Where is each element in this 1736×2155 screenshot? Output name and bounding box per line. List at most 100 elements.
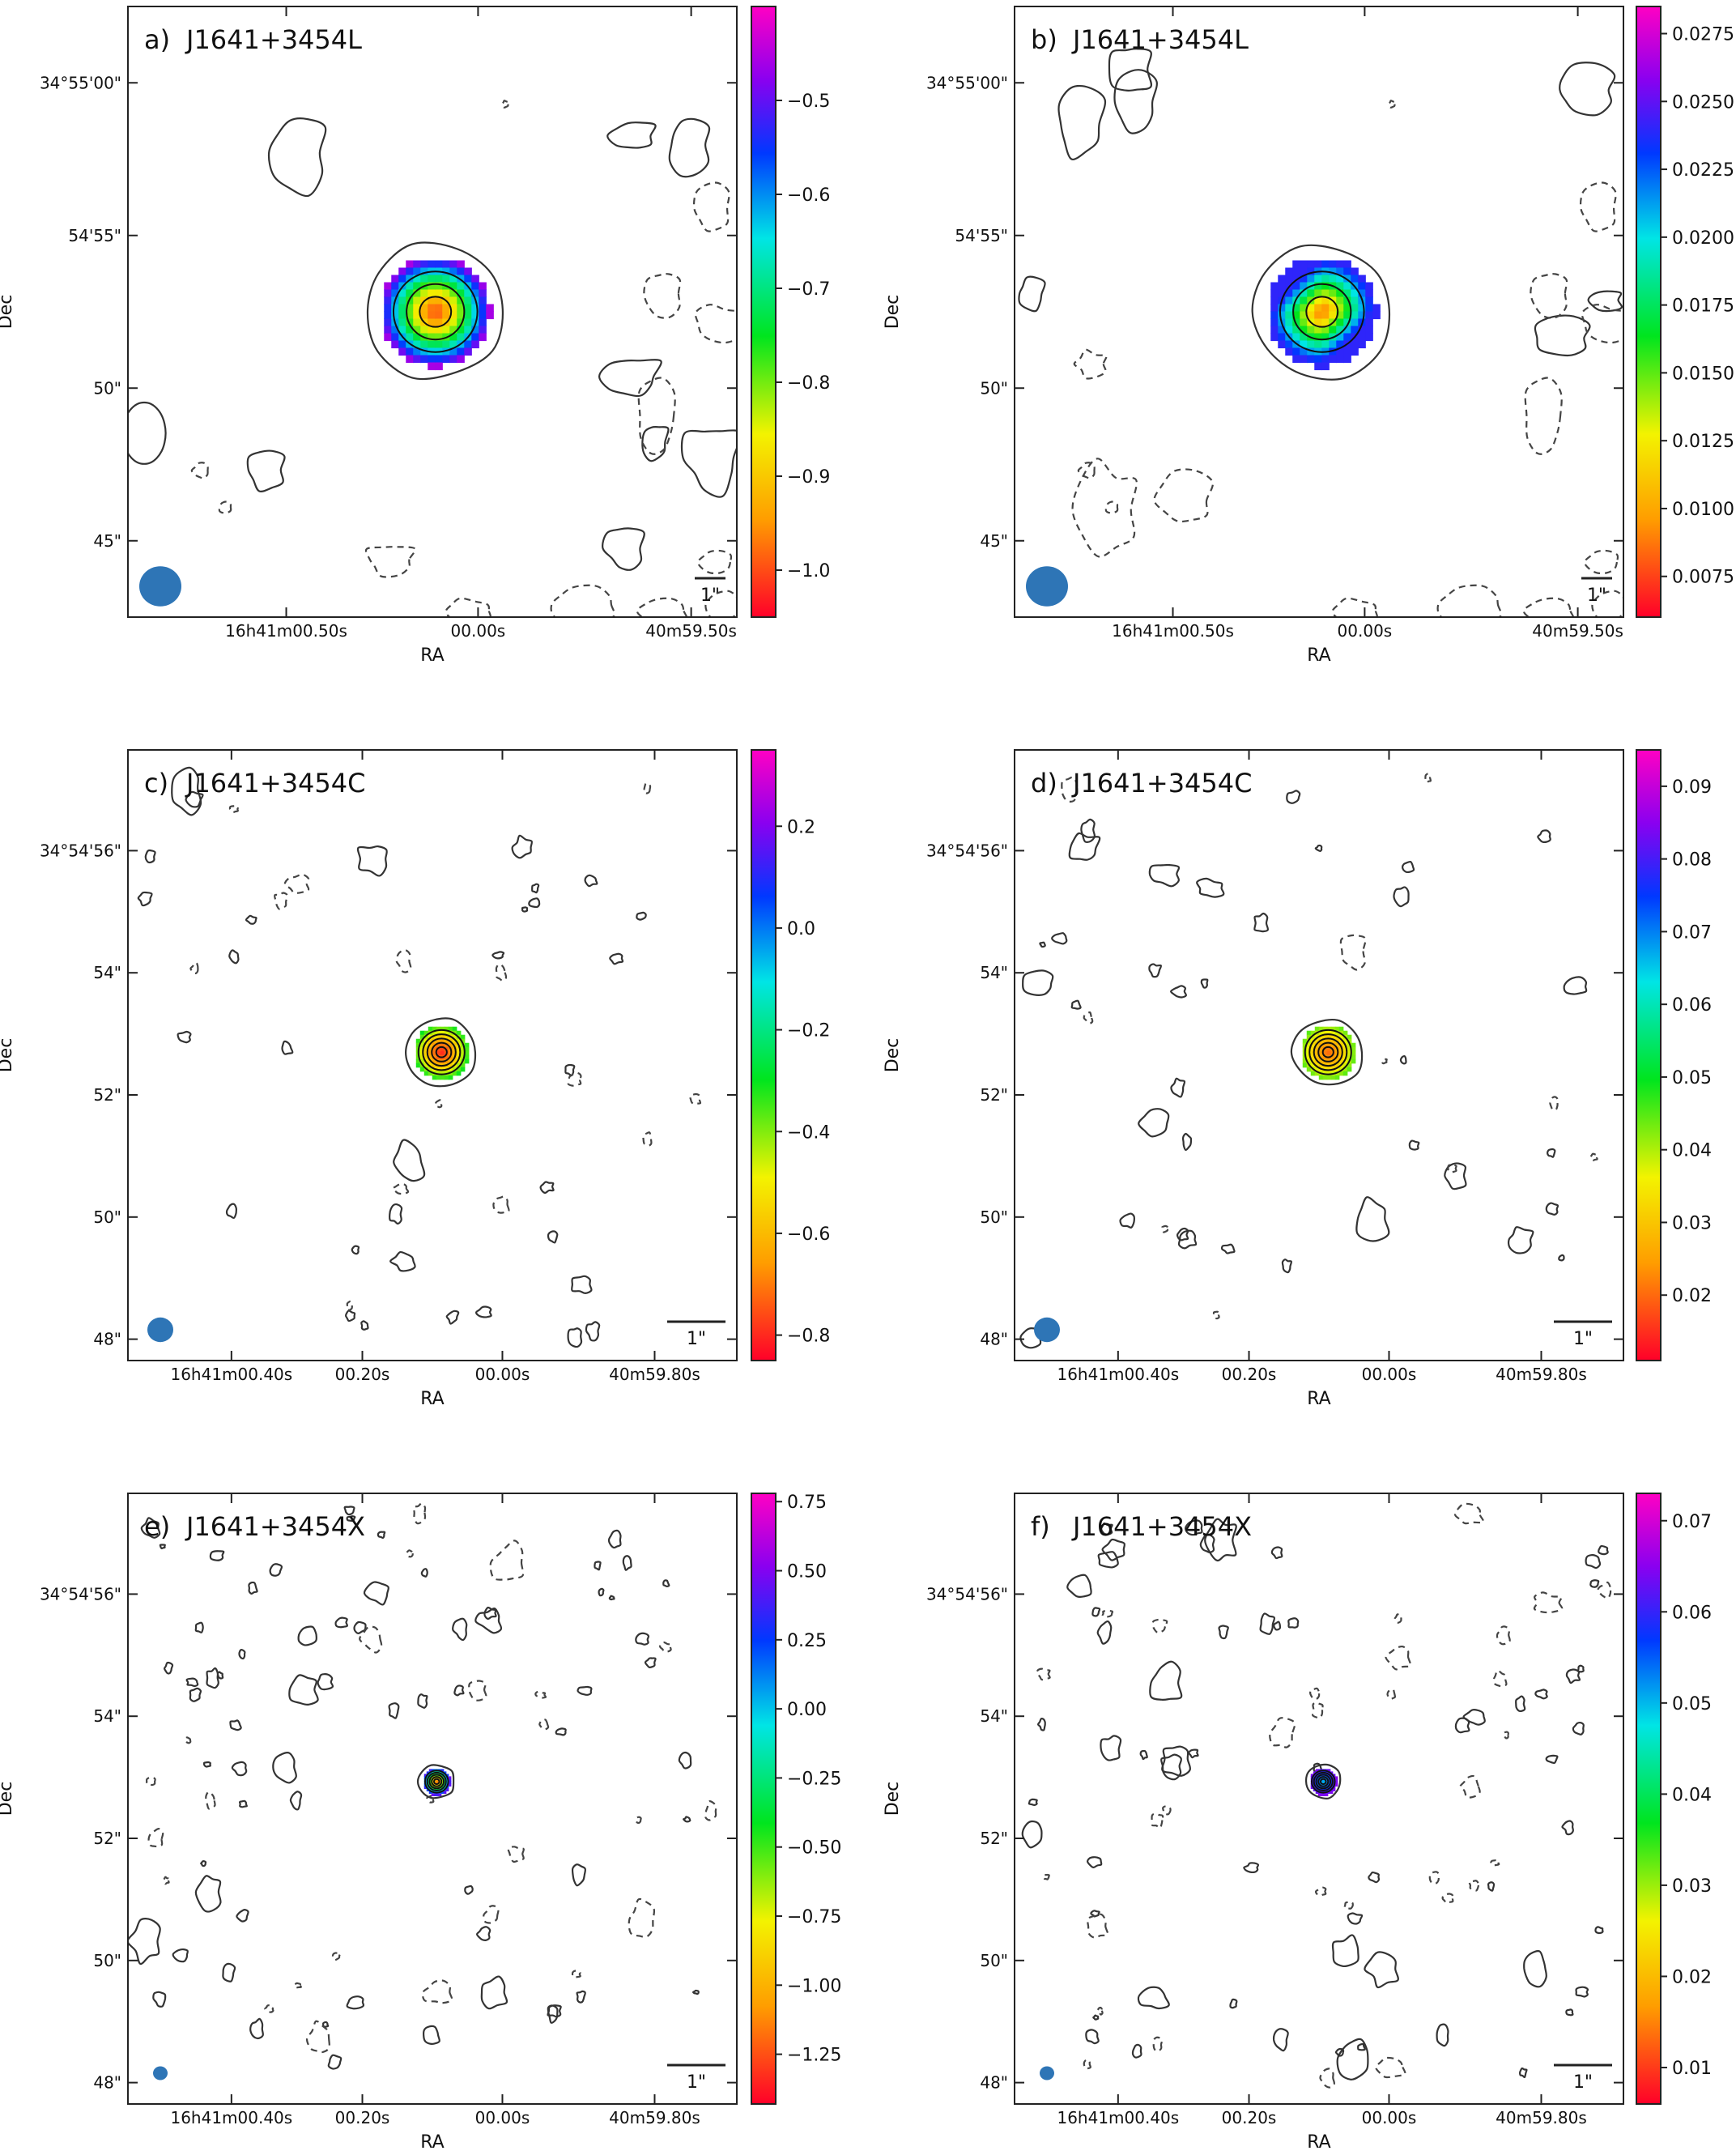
x-tick-label: 00.00s [451, 621, 506, 641]
noise-contour [452, 1617, 468, 1642]
noise-contour-negative [1386, 1688, 1397, 1701]
noise-contour-negative [1579, 181, 1617, 232]
noise-contour [1138, 1108, 1170, 1138]
noise-contour [1572, 1721, 1585, 1735]
noise-contour [1357, 2042, 1366, 2051]
panel-c: 16h41m00.40s 00.20s 00.00s 40m59.80s 34°54'5… [0, 749, 830, 1409]
noise-contour [1092, 2014, 1100, 2021]
y-tick-label: 48" [980, 1330, 1008, 1349]
noise-contour [691, 1989, 700, 1995]
noise-contour [1253, 912, 1270, 933]
noise-contour-negative [1162, 1805, 1172, 1816]
noise-contour [343, 1506, 355, 1516]
noise-contour [598, 1587, 605, 1597]
noise-contour [547, 1230, 559, 1244]
colorbar-frame [1636, 6, 1662, 618]
y-tick-label: 48" [93, 1330, 121, 1349]
panel-label: b) [1031, 24, 1057, 55]
colorbar-tick-label: 0.50 [787, 1562, 827, 1582]
y-tick-label: 34°54'56" [926, 841, 1008, 860]
noise-contour [1507, 1226, 1534, 1254]
map-area [128, 100, 737, 617]
noise-contour [216, 1671, 224, 1680]
colorbar-tick-label: 0.2 [787, 817, 815, 837]
source-contour-ring [419, 296, 453, 328]
y-tick-label: 48" [93, 2073, 121, 2093]
noise-contour [1119, 1212, 1136, 1229]
noise-contour [1281, 1259, 1292, 1274]
noise-contour [571, 1863, 586, 1887]
noise-contour [1598, 1544, 1609, 1556]
noise-contour [584, 874, 598, 888]
noise-contour [1436, 2023, 1449, 2047]
noise-contour [622, 1555, 632, 1571]
noise-contour [272, 1752, 297, 1784]
x-tick-label: 16h41m00.40s [170, 2108, 292, 2127]
noise-contour [1563, 976, 1588, 995]
noise-contour-negative [1319, 2068, 1336, 2089]
noise-contour [1585, 1554, 1602, 1569]
noise-contour [555, 1727, 567, 1736]
source-contour-ring [424, 1770, 449, 1794]
colorbar-tick-label: 0.07 [1672, 1512, 1712, 1532]
noise-contour [420, 1568, 428, 1578]
noise-contour [288, 1674, 319, 1706]
noise-contour [511, 834, 533, 859]
y-tick-label: 54" [93, 1706, 121, 1726]
plot-frame [127, 749, 738, 1361]
noise-contour-negative [634, 1816, 642, 1825]
source-contour-ring [1321, 1046, 1334, 1058]
map-area [1021, 1502, 1612, 2089]
noise-contour [1137, 1986, 1170, 2010]
noise-contour [225, 1203, 238, 1220]
colorbar-tick-label: 0.06 [1672, 1603, 1712, 1623]
source-contour-ring [406, 283, 466, 341]
noise-contour-negative [1312, 1701, 1324, 1719]
x-tick-label: 00.20s [335, 2108, 390, 2127]
noise-contour [1401, 860, 1415, 874]
colorbar-tick-label: 0.03 [1672, 1213, 1712, 1233]
noise-contour [1021, 1820, 1043, 1849]
y-tick-label: 54" [93, 963, 121, 982]
noise-contour [334, 1616, 348, 1629]
noise-contour-negative [421, 1979, 453, 2004]
noise-contour [1487, 1881, 1496, 1892]
panel-title: J1641+3454X [1071, 1511, 1252, 1542]
noise-contour [1131, 2043, 1142, 2059]
noise-contour-negative [1073, 348, 1108, 380]
noise-contour [1096, 1620, 1113, 1645]
noise-contour [246, 449, 286, 493]
noise-contour [1169, 985, 1187, 999]
noise-contour-negative [1393, 1613, 1403, 1624]
noise-contour [1286, 790, 1301, 804]
source-outer-contour [1251, 244, 1391, 381]
colorbar-frame [751, 749, 777, 1361]
panel-e: 16h41m00.40s 00.20s 00.00s 40m59.80s 34°54'5… [0, 1493, 841, 2153]
colorbar-frame [751, 6, 777, 618]
noise-contour [1199, 1534, 1215, 1554]
colorbar-tick-label: −0.7 [787, 279, 830, 300]
noise-contour-negative [507, 1846, 525, 1863]
noise-contour [585, 1321, 601, 1342]
noise-contour-negative [489, 1540, 525, 1581]
noise-contour-negative [538, 1718, 550, 1731]
noise-contour-negative [1151, 1618, 1168, 1634]
noise-contour [483, 1606, 497, 1621]
noise-contour-negative [1428, 1871, 1440, 1885]
noise-contour-negative [218, 500, 232, 514]
panel-label: f) [1031, 1511, 1050, 1542]
noise-contour [607, 1529, 622, 1549]
colorbar-tick-label: −0.6 [787, 1224, 830, 1245]
y-tick-label: 34°55'00" [40, 73, 121, 92]
x-tick-label: 16h41m00.40s [1057, 1365, 1179, 1384]
source-contour-ring [392, 270, 479, 353]
panel-label: d) [1031, 768, 1057, 799]
plot-frame [1014, 6, 1624, 618]
noise-contour [1100, 1735, 1122, 1761]
noise-contour-negative [1152, 2036, 1164, 2052]
y-axis-label: Dec [0, 1038, 16, 1073]
noise-contour [1200, 978, 1209, 989]
colorbar-gradient [1636, 1493, 1661, 2104]
noise-contour-negative [395, 949, 412, 973]
x-tick-label: 40m59.80s [1496, 1365, 1587, 1384]
